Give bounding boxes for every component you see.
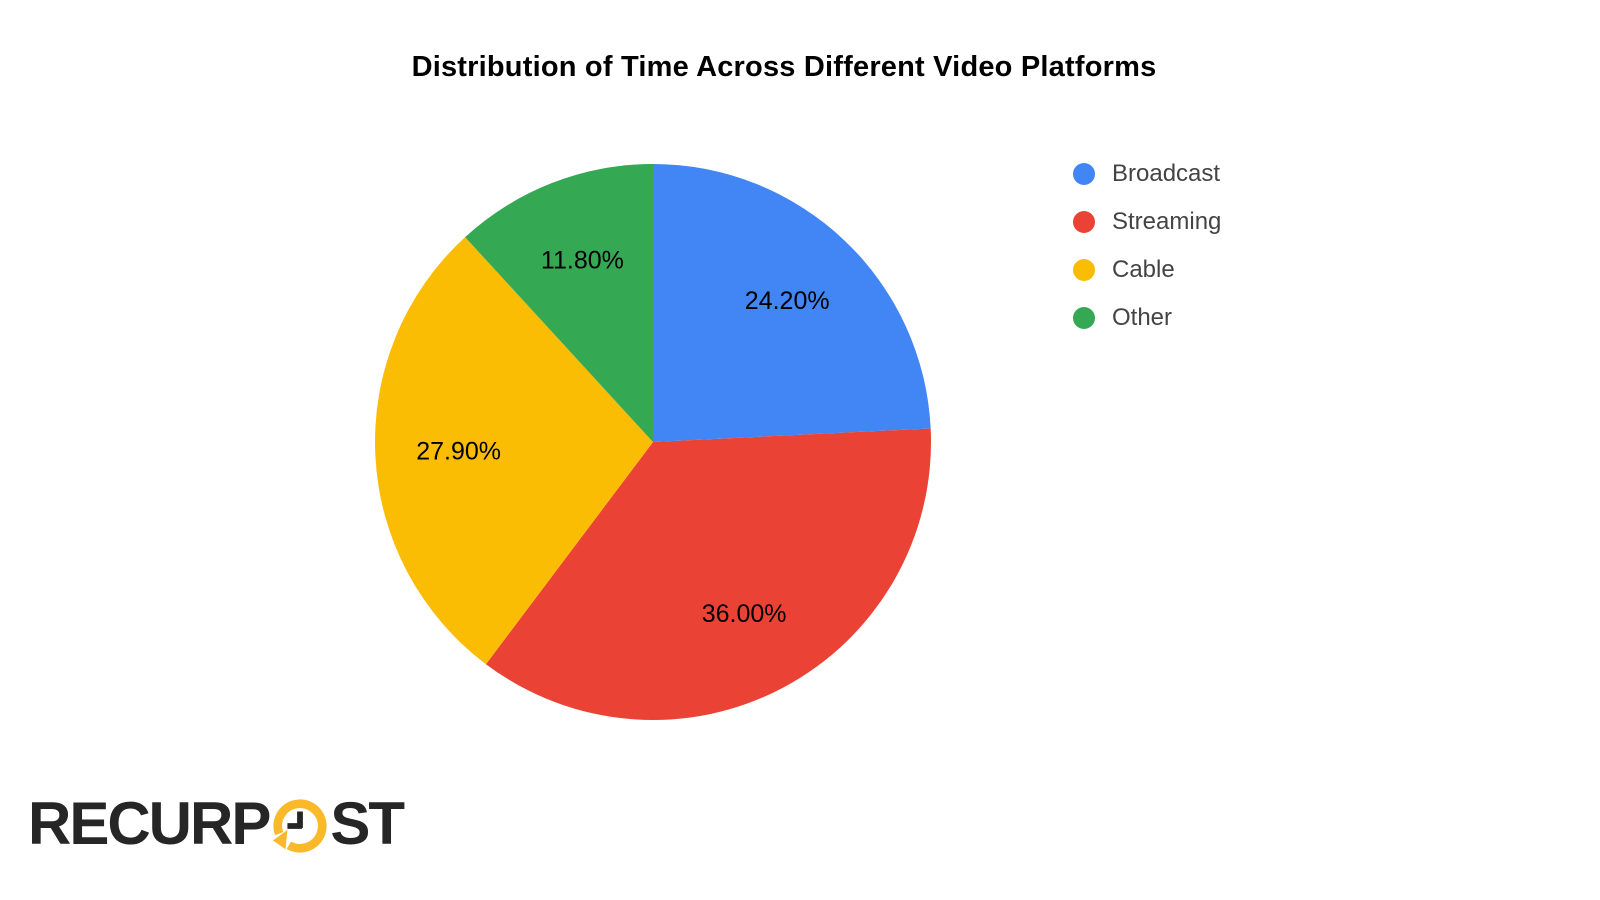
legend-marker-cable (1073, 259, 1095, 281)
legend-marker-other (1073, 307, 1095, 329)
logo-text-recurp: RECURP (28, 790, 271, 857)
pie-label-streaming: 36.00% (702, 600, 787, 628)
chart-legend: Broadcast Streaming Cable Other (1073, 157, 1221, 349)
legend-item-other[interactable]: Other (1073, 301, 1221, 335)
recurpost-logo: RECURP ST (28, 790, 405, 857)
clock-refresh-icon (273, 799, 327, 853)
pie-slice-other[interactable] (465, 164, 653, 442)
logo-text-st: ST (330, 790, 405, 857)
pie-slice-broadcast[interactable] (653, 164, 931, 442)
chart-title: Distribution of Time Across Different Vi… (411, 51, 1157, 83)
legend-marker-broadcast (1073, 163, 1095, 185)
legend-label: Cable (1112, 256, 1175, 283)
legend-item-streaming[interactable]: Streaming (1073, 205, 1221, 239)
legend-label: Other (1112, 304, 1173, 331)
legend-item-cable[interactable]: Cable (1073, 253, 1221, 287)
pie-label-broadcast: 24.20% (745, 287, 830, 315)
legend-marker-streaming (1073, 211, 1095, 233)
legend-label: Streaming (1112, 208, 1222, 235)
pie-slice-cable[interactable] (375, 237, 653, 665)
legend-item-broadcast[interactable]: Broadcast (1073, 157, 1221, 191)
pie-label-other: 11.80% (541, 247, 624, 275)
pie-slice-streaming[interactable] (485, 428, 932, 720)
pie-label-cable: 27.90% (416, 438, 501, 466)
legend-label: Broadcast (1112, 160, 1221, 187)
